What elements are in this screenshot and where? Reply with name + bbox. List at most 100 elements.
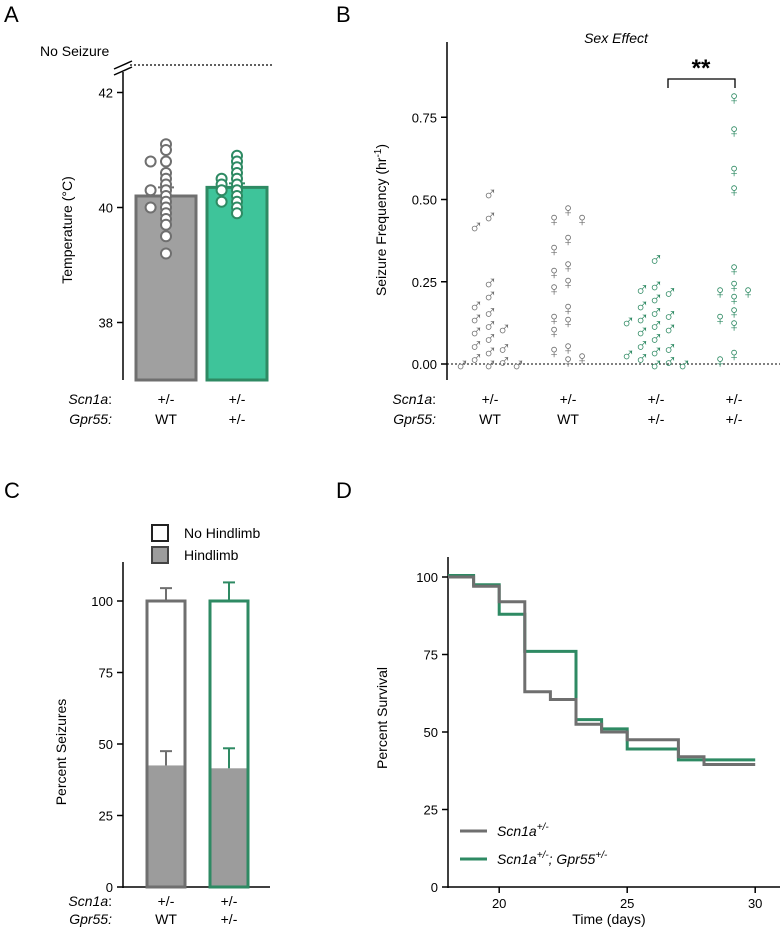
b-data-point-female: ♀ — [713, 282, 728, 304]
c-legend-hindlimb: Hindlimb — [184, 547, 239, 563]
b-data-point-female: ♀ — [547, 209, 562, 231]
a-data-point — [160, 230, 172, 243]
b-data-point-male: ♂ — [649, 341, 664, 363]
gpr55-colon: : — [108, 911, 112, 927]
b-ylabel-end: ) — [373, 144, 389, 149]
d-xtick-label: 30 — [748, 896, 762, 911]
b-data-point-male: ♂ — [483, 183, 498, 205]
a-ylabel: Temperature (°C) — [59, 176, 75, 284]
c-ytick-label: 25 — [99, 809, 113, 824]
b-data-point-male: ♂ — [649, 249, 664, 271]
a-data-point — [215, 184, 228, 197]
a-data-point — [144, 184, 157, 197]
panel-d: 0 25 50 75 100 20 25 30 Percent Survival Time … — [374, 557, 780, 927]
b-ylabel-main: Seizure Frequency (hr — [373, 157, 389, 296]
genotype-scn1a-value: +/- — [158, 391, 175, 407]
b-data-point-male: ♂ — [663, 351, 678, 373]
d-ytick-label: 100 — [416, 570, 438, 585]
genotype-gpr55-value: +/- — [229, 411, 246, 427]
b-geno-gpr55-row-label: Gpr55: — [393, 411, 436, 427]
gpr55-gene-name: Gpr55 — [69, 411, 108, 427]
b-data-point-male: ♂ — [621, 344, 636, 366]
b-yticks: 0.00 0.25 0.50 0.75 — [412, 110, 447, 372]
genotype-gpr55-value: +/- — [221, 911, 238, 927]
genotype-scn1a-value: +/- — [482, 391, 499, 407]
a-ytick-label: 40 — [99, 201, 113, 216]
b-data-point-male: ♂ — [469, 216, 484, 238]
b-data-point-female: ♀ — [727, 259, 742, 281]
scn1a-colon: : — [108, 391, 112, 407]
genotype-scn1a-value: +/- — [560, 391, 577, 407]
c-genotype-labels: Scn1a:Gpr55:+/-WT+/-+/- — [68, 893, 237, 927]
genotype-gpr55-value: WT — [155, 411, 177, 427]
a-axis-break-2 — [113, 66, 133, 76]
genotype-scn1a-value: +/- — [726, 391, 743, 407]
b-data-point-female: ♀ — [727, 275, 742, 297]
b-data-point-male: ♂ — [649, 288, 664, 310]
b-ytick-label: 0.25 — [412, 275, 437, 290]
b-data-point-female: ♀ — [547, 239, 562, 261]
b-data-point-male: ♂ — [455, 354, 470, 376]
b-data-point-female: ♀ — [727, 344, 742, 366]
b-data-point-male: ♂ — [511, 354, 526, 376]
scn1a-gene-name: Scn1a — [392, 391, 432, 407]
b-data-point-male: ♂ — [649, 315, 664, 337]
b-data-point-female: ♀ — [547, 341, 562, 363]
d-ytick-label: 75 — [424, 648, 438, 663]
b-data-point-female: ♀ — [561, 272, 576, 294]
a-geno-gpr55-row-label: Gpr55: — [69, 411, 112, 427]
c-ytick-label: 100 — [91, 594, 113, 609]
c-legend-no-hindlimb: No Hindlimb — [184, 525, 260, 541]
b-data-point-female: ♀ — [547, 308, 562, 330]
b-data-point-male: ♂ — [635, 278, 650, 300]
b-ytick-label: 0.50 — [412, 193, 437, 208]
b-data-point-male: ♂ — [483, 272, 498, 294]
b-data-point-female: ♀ — [575, 209, 590, 231]
b-ylabel-sup: -1 — [373, 148, 384, 157]
b-data-point-female: ♀ — [727, 160, 742, 182]
c-bars — [145, 581, 250, 889]
b-data-point-male: ♂ — [649, 275, 664, 297]
a-data-point — [160, 155, 172, 168]
a-data-point — [144, 155, 157, 168]
b-genotype-labels: Scn1a:Gpr55:+/-WT+/-WT+/-+/-+/-+/- — [392, 391, 742, 427]
genotype-gpr55-value: +/- — [726, 411, 743, 427]
d-legend-wt-sup: +/- — [537, 822, 550, 833]
panel-c: No Hindlimb Hindlimb 0 25 50 75 100 Percent … — [53, 524, 270, 895]
b-data-point-male: ♂ — [469, 321, 484, 343]
c-yticks: 0 25 50 75 100 — [91, 594, 123, 895]
a-data-point — [144, 201, 157, 214]
a-genotype-labels: Scn1a: Gpr55: +/- WT +/- +/- — [68, 391, 245, 427]
b-geno-scn1a-row-label: Scn1a: — [392, 391, 436, 407]
c-legend-hindlimb-swatch — [151, 546, 169, 564]
b-significance-bracket — [667, 78, 736, 88]
scn1a-colon: : — [108, 893, 112, 909]
scn1a-gene-name: Scn1a — [68, 391, 108, 407]
d-xtick-label: 20 — [492, 896, 506, 911]
genotype-scn1a-value: +/- — [229, 391, 246, 407]
b-data-point-male: ♂ — [469, 295, 484, 317]
b-title: Sex Effect — [584, 30, 649, 46]
d-legend-het-name2: ; Gpr55 — [549, 851, 596, 867]
b-data-point-male: ♂ — [663, 282, 678, 304]
genotype-gpr55-value: WT — [479, 411, 501, 427]
b-data-point-female: ♀ — [713, 351, 728, 373]
d-lines — [448, 573, 756, 767]
b-data-point-male: ♂ — [635, 295, 650, 317]
c-ytick-label: 75 — [99, 666, 113, 681]
b-data-point-male: ♂ — [677, 354, 692, 376]
b-data-point-male: ♂ — [635, 334, 650, 356]
b-points: ♂♂♂♂♂♂ ♂♂ ♂ ♂♂ ♂♂ ♂♂♂ ♂♂♂ ♂♀♀ ♀♀♀♀♀ ♀♀♀♀ ♀♀♀♀ ♀♀♂♂♂… — [455, 88, 756, 376]
c-geno-gpr55-row-label: Gpr55: — [69, 911, 112, 927]
d-xticks: 20 25 30 — [492, 887, 762, 911]
b-data-point-male: ♂ — [483, 341, 498, 363]
panel-a: No Seizure 38 40 42 Temperature (°C) — [40, 43, 272, 382]
b-data-point-male: ♂ — [469, 347, 484, 369]
c-ytick-label: 50 — [99, 737, 113, 752]
b-data-point-female: ♀ — [561, 298, 576, 320]
b-data-point-male: ♂ — [649, 301, 664, 323]
panel-b: Sex Effect 0.00 0.25 0.50 0.75 Seizure Freq… — [373, 30, 780, 380]
b-data-point-male: ♂ — [483, 206, 498, 228]
genotype-gpr55-value: WT — [155, 911, 177, 927]
